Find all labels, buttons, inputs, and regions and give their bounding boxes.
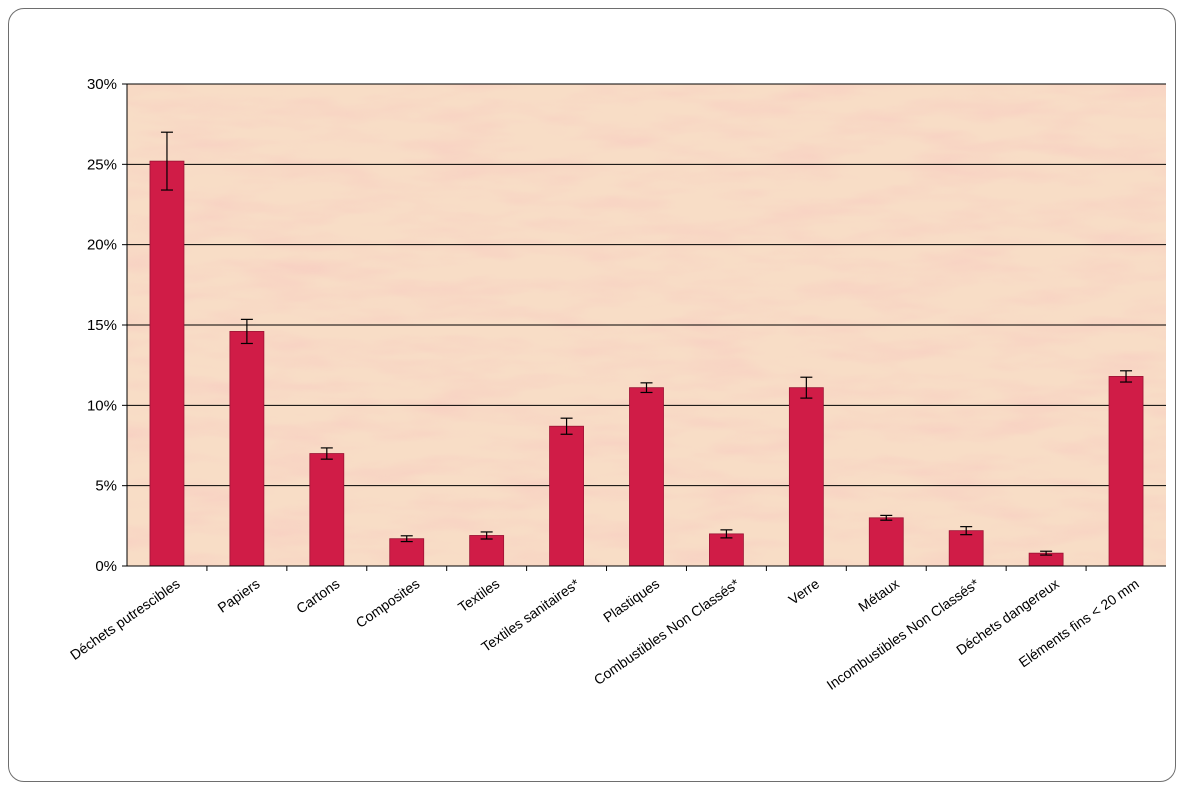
y-tick-label: 25%: [87, 156, 117, 173]
bar: [1108, 376, 1144, 567]
category-label: Déchets putrescibles: [67, 575, 183, 663]
category-label: Composites: [353, 575, 423, 631]
y-tick-label: 30%: [87, 76, 117, 93]
category-label: Cartons: [293, 575, 342, 616]
bar: [469, 535, 505, 567]
category-label: Incombustibles Non Classés*: [824, 575, 983, 693]
bar: [868, 517, 904, 567]
category-label: Verre: [785, 575, 822, 607]
bar: [709, 533, 744, 567]
bar: [149, 160, 185, 567]
category-label: Textiles: [455, 575, 502, 615]
bar: [389, 538, 425, 567]
y-axis: 0% 5% 10% 15% 20% 25% 30%: [87, 76, 128, 575]
bar: [229, 331, 265, 567]
x-axis: Déchets putrescibles Papiers Cartons Compos…: [67, 565, 1166, 693]
y-tick-label: 0%: [95, 558, 117, 575]
bar: [629, 387, 664, 567]
category-label: Papiers: [215, 575, 263, 615]
error-bars: [160, 131, 1133, 556]
y-tick-label: 20%: [87, 237, 117, 254]
bar: [788, 387, 824, 567]
category-label: Plastiques: [600, 575, 662, 625]
bar: [309, 453, 345, 567]
bars: [149, 160, 1144, 567]
category-label: Métaux: [855, 575, 902, 614]
y-tick-label: 10%: [87, 397, 117, 414]
bar: [549, 425, 584, 567]
y-tick-label: 5%: [95, 478, 117, 495]
y-tick-label: 15%: [87, 317, 117, 334]
category-label: Combustibles Non Classés*: [591, 575, 743, 688]
bar: [948, 530, 984, 567]
